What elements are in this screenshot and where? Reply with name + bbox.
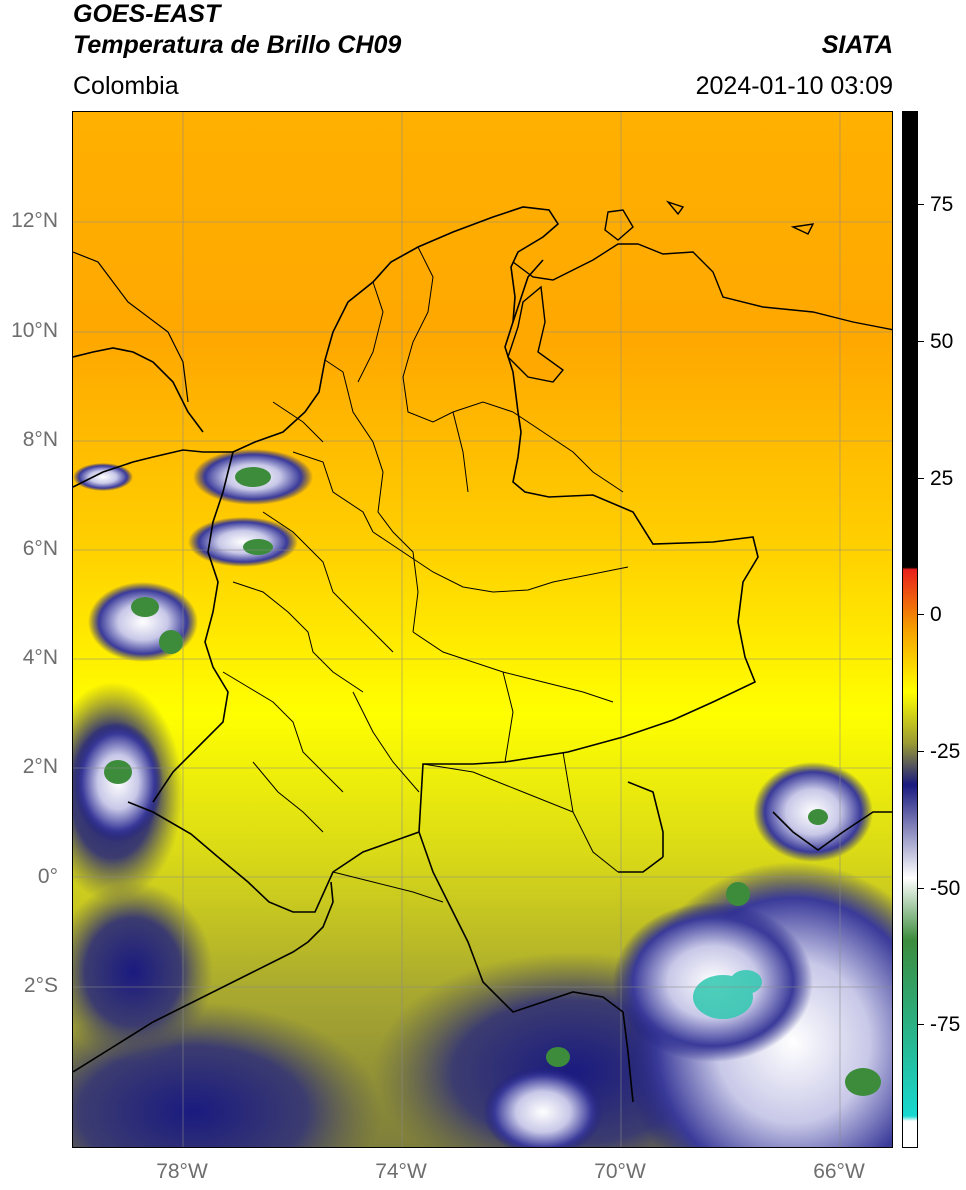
colorbar-label-minus25: -25: [930, 740, 961, 763]
lat-label-2s: 2°S: [23, 974, 58, 997]
colorbar-tick-minus25: [918, 751, 924, 752]
colorbar-tick-minus75: [918, 1024, 924, 1025]
lat-label-6n: 6°N: [22, 537, 58, 560]
lon-label-78w: 78°W: [156, 1160, 208, 1183]
colorbar-tick-minus50: [918, 888, 924, 889]
satellite-title: GOES-EAST: [73, 0, 221, 28]
product-title: Temperatura de Brillo CH09: [73, 31, 402, 59]
cyan-cores: [693, 970, 762, 1019]
lon-label-70w: 70°W: [594, 1160, 646, 1183]
colorbar-tick-25: [918, 478, 924, 479]
colorbar-tick-0: [918, 614, 924, 615]
datetime-label: 2024-01-10 03:09: [695, 72, 893, 100]
gridlines: [73, 112, 892, 1147]
lon-label-66w: 66°W: [813, 1160, 865, 1183]
colorbar-label-0: 0: [930, 603, 942, 626]
agency-title: SIATA: [821, 31, 893, 59]
venezuela-coast: [507, 200, 892, 383]
colorbar-label-75: 75: [930, 193, 954, 216]
colorbar-label-minus75: -75: [930, 1013, 961, 1036]
colorbar-label-25: 25: [930, 467, 954, 490]
colorbar-tick-75: [918, 204, 924, 205]
pacific-coastline: [73, 251, 189, 403]
country-borders: [73, 206, 892, 1103]
map-panel[interactable]: [72, 111, 893, 1148]
lat-label-4n: 4°N: [22, 646, 58, 669]
lat-label-2n: 2°N: [22, 755, 58, 778]
lat-label-12n: 12°N: [11, 209, 58, 232]
coldest-cores: [104, 467, 881, 1096]
colorbar-label-minus50: -50: [930, 877, 961, 900]
department-borders: [222, 246, 629, 903]
colorbar-tick-50: [918, 341, 924, 342]
colorbar-label-50: 50: [930, 330, 954, 353]
lat-label-10n: 10°N: [11, 319, 58, 342]
lat-label-8n: 8°N: [22, 428, 58, 451]
lon-label-74w: 74°W: [375, 1160, 427, 1183]
region-label: Colombia: [73, 72, 179, 100]
lat-label-equator: 0°: [37, 865, 58, 888]
satellite-map: [73, 112, 892, 1147]
temperature-colorbar: [902, 111, 918, 1148]
